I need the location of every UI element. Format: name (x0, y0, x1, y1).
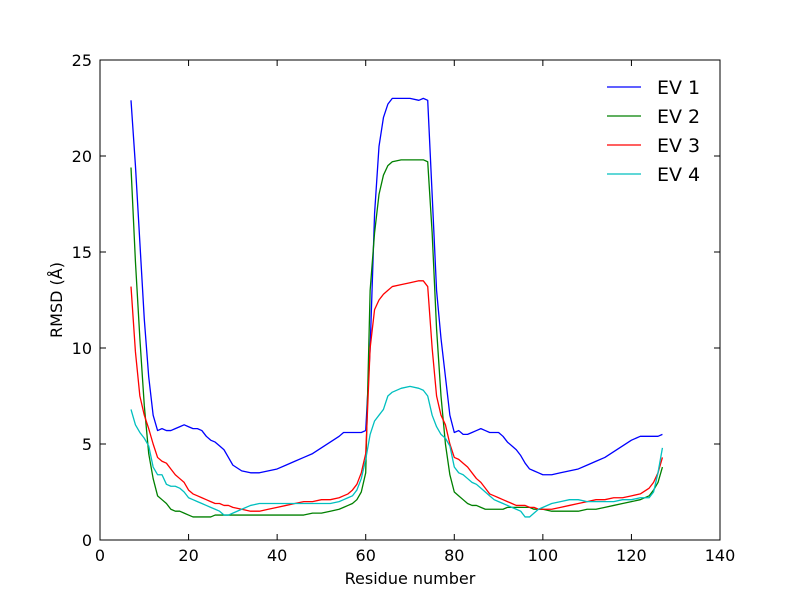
legend: EV 1 EV 2 EV 3 EV 4 (607, 77, 700, 186)
x-tick-label: 0 (95, 546, 105, 565)
x-tick-label: 40 (267, 546, 287, 565)
y-axis-label: RMSD (Å) (47, 262, 66, 338)
y-tick-label: 20 (72, 147, 92, 166)
x-tick-label: 140 (705, 546, 736, 565)
y-tick-label: 10 (72, 339, 92, 358)
ticks-layer: 0 20 40 60 80 100 120 140 0 5 10 15 20 25 (72, 51, 736, 565)
y-tick-label: 5 (82, 435, 92, 454)
legend-label-ev2: EV 2 (657, 106, 700, 128)
y-tick-label: 25 (72, 51, 92, 70)
x-tick-label: 120 (616, 546, 647, 565)
series-line-ev4 (130, 385, 664, 518)
x-tick-label: 20 (178, 546, 198, 565)
x-tick-label: 100 (528, 546, 559, 565)
plot-frame (99, 59, 721, 541)
series-line-ev1 (130, 97, 663, 476)
x-tick-label: 60 (356, 546, 376, 565)
legend-label-ev1: EV 1 (657, 77, 700, 99)
legend-label-ev4: EV 4 (657, 164, 700, 186)
series-line-ev3 (130, 280, 664, 512)
x-axis-label: Residue number (345, 569, 476, 588)
legend-label-ev3: EV 3 (657, 135, 700, 157)
x-tick-label: 80 (444, 546, 464, 565)
series-layer (130, 97, 664, 518)
y-tick-label: 15 (72, 243, 92, 262)
y-tick-label: 0 (82, 531, 92, 550)
